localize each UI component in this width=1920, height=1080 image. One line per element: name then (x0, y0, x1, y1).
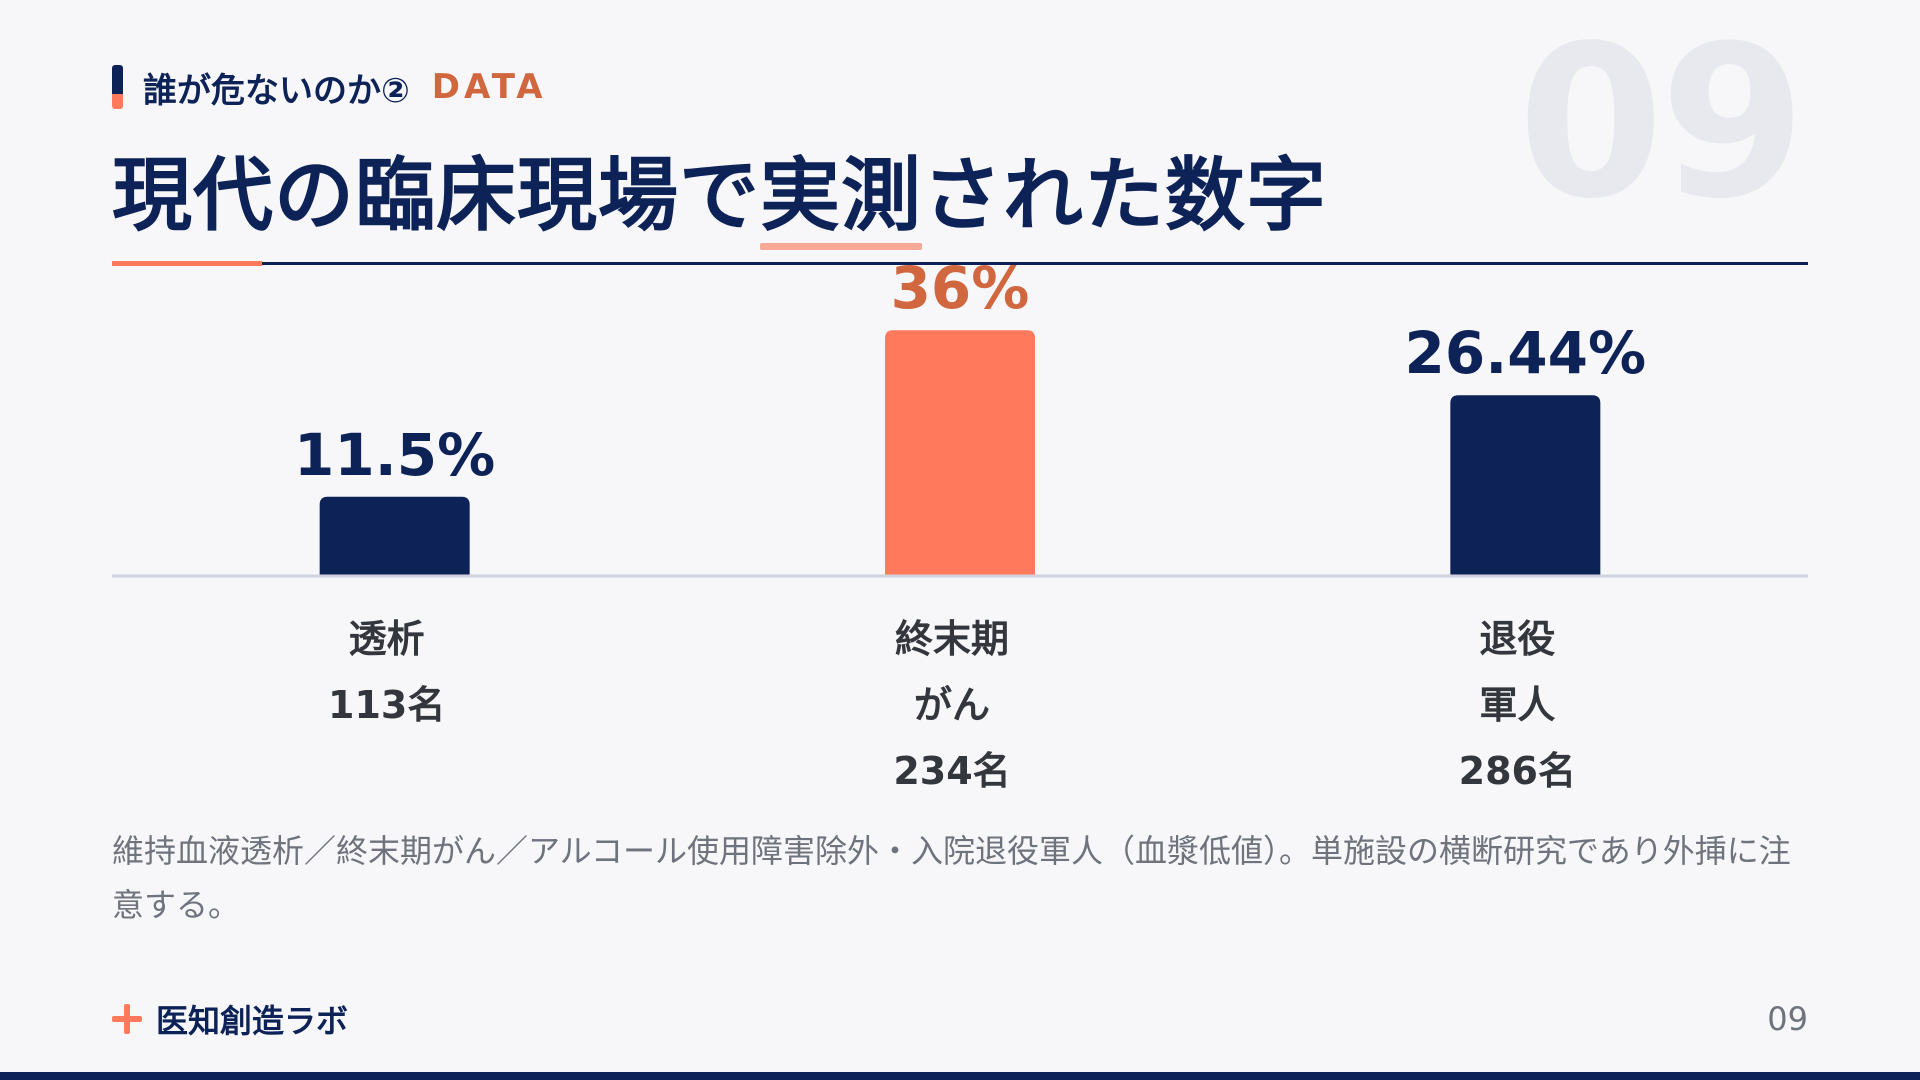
page-number: 09 (1767, 1000, 1808, 1038)
title-rule (262, 262, 1808, 265)
category-label-2: 退役軍人 286名 (1459, 617, 1576, 793)
eyebrow-text: 誰が危ないのか② (143, 70, 410, 111)
title-after: された数字 (922, 149, 1327, 242)
section-eyebrow: 誰が危ないのか② DATA (112, 64, 547, 111)
value-label-0: 11.5% (294, 421, 495, 489)
brand-name: 医知創造ラボ (156, 1002, 349, 1040)
value-label-2: 26.44% (1405, 319, 1647, 387)
footer-brand: 医知創造ラボ (112, 996, 348, 1042)
bar-0 (319, 496, 470, 575)
title-rule-accent (112, 261, 262, 266)
slide-number-watermark: 09 (1517, 0, 1806, 245)
value-label-1: 36% (891, 254, 1030, 322)
title-before: 現代の臨床現場で (112, 149, 760, 242)
chart-note: 維持血液透析／終末期がん／アルコール使用障害除外・入院退役軍人（血漿低値）。単施… (112, 832, 1791, 924)
bar-1 (885, 330, 1035, 575)
plus-icon (112, 1004, 142, 1034)
bottom-bar (0, 1072, 1920, 1080)
category-label-0: 透析 113名 (328, 617, 445, 727)
title-highlight: 実測 (760, 149, 922, 250)
category-label-1: 終末期がん 234名 (893, 617, 1010, 793)
bar-2 (1450, 395, 1601, 575)
eyebrow-accent-bar (112, 65, 123, 109)
data-tag: DATA (431, 67, 547, 107)
slide-title: 現代の臨床現場で実測された数字 (112, 148, 1327, 250)
